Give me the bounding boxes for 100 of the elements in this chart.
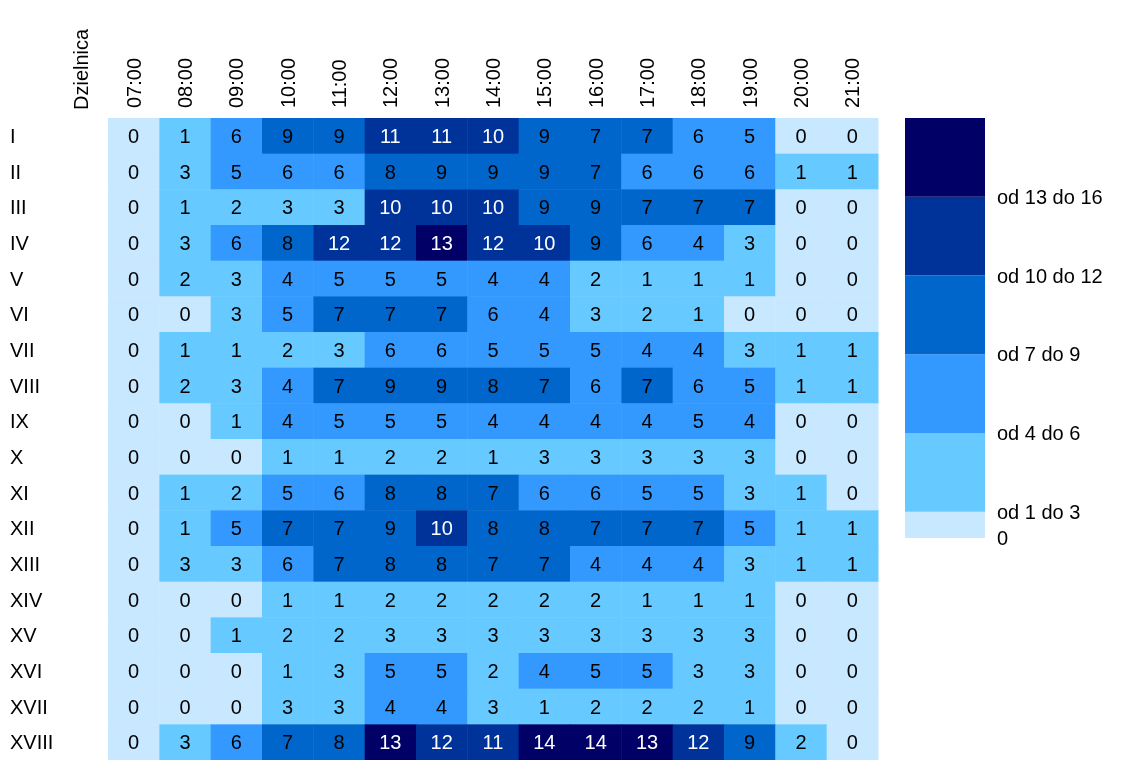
data-label: 2 [487,659,499,682]
data-label: 1 [795,481,807,504]
data-label: 0 [128,624,140,647]
data-label: 4 [744,410,756,433]
data-label: 0 [179,695,191,718]
data-label: 9 [744,731,756,754]
x-tick-label: 09:00 [225,57,248,108]
data-label: 6 [692,160,704,183]
data-label: 1 [795,552,807,575]
data-label: 4 [692,338,704,361]
data-label: 3 [282,196,294,219]
data-label: 0 [179,659,191,682]
data-label: 2 [384,588,396,611]
data-label: 1 [282,588,294,611]
data-label: 0 [846,196,858,219]
data-label: 0 [230,445,242,468]
data-label: 3 [744,445,756,468]
data-label: 0 [795,588,807,611]
data-label: 0 [128,445,140,468]
data-label: 2 [282,338,294,361]
data-label: 10 [481,196,505,219]
data-label: 1 [179,124,191,147]
data-label: 3 [590,303,602,326]
data-label: 8 [333,731,345,754]
data-label: 1 [179,517,191,540]
data-label: 0 [128,552,140,575]
data-label: 7 [282,731,294,754]
data-label: 5 [641,659,653,682]
y-tick-label: XVI [10,659,43,682]
data-label: 7 [692,196,704,219]
data-label: 4 [538,659,550,682]
data-label: 4 [590,410,602,433]
data-label: 10 [533,231,556,254]
data-label: 0 [846,695,858,718]
data-label: 5 [744,124,756,147]
data-label: 3 [179,160,191,183]
x-tick-label: 16:00 [584,57,607,108]
data-label: 9 [590,231,602,254]
data-label: 1 [692,267,704,290]
data-label: 0 [744,303,756,326]
data-label: 5 [692,481,704,504]
data-label: 1 [744,588,756,611]
data-label: 4 [436,695,448,718]
y-tick-label: III [10,196,27,219]
data-label: 0 [230,659,242,682]
data-label: 5 [692,410,704,433]
data-label: 6 [282,160,294,183]
data-label: 0 [795,196,807,219]
y-tick-label: VIII [10,374,41,397]
data-label: 6 [641,231,653,254]
data-label: 10 [379,196,402,219]
data-label: 9 [384,517,396,540]
y-axis-title: Dzielnica [70,27,92,110]
data-label: 14 [533,731,556,754]
data-label: 6 [692,124,704,147]
x-tick-label: 08:00 [174,57,196,108]
data-label: 3 [692,624,704,647]
x-tick-label: 12:00 [379,57,402,108]
data-label: 4 [384,695,396,718]
data-label: 2 [282,624,294,647]
data-label: 0 [128,160,140,183]
data-label: 4 [538,303,550,326]
data-label: 6 [590,374,602,397]
data-label: 5 [590,338,602,361]
x-tick-label: 21:00 [841,57,864,108]
data-label: 9 [436,374,448,397]
data-label: 7 [487,552,499,575]
data-label: 5 [538,338,550,361]
data-label: 0 [128,374,140,397]
data-label: 6 [641,160,653,183]
data-label: 12 [430,731,453,754]
data-label: 3 [333,338,345,361]
data-label: 3 [487,695,499,718]
data-label: 11 [379,124,401,147]
data-label: 7 [590,517,602,540]
data-label: 5 [436,410,448,433]
data-label: 7 [538,552,550,575]
data-label: 3 [333,659,345,682]
x-tick-label: 07:00 [122,57,145,108]
data-label: 7 [590,124,602,147]
data-label: 9 [487,160,499,183]
data-label: 0 [795,659,807,682]
data-label: 6 [230,231,242,254]
data-label: 9 [538,160,550,183]
data-label: 9 [333,124,345,147]
data-label: 1 [795,374,807,397]
data-label: 3 [744,659,756,682]
data-label: 7 [487,481,499,504]
data-label: 8 [538,517,550,540]
x-tick-label: 19:00 [738,57,761,108]
data-label: 6 [436,338,448,361]
data-label: 7 [282,517,294,540]
color-bar-label: od 13 do 16 [997,185,1103,208]
data-label: 4 [538,267,550,290]
data-label: 5 [230,517,242,540]
data-label: 7 [384,303,396,326]
data-label: 1 [538,695,550,718]
data-label: 1 [333,588,345,611]
data-label: 5 [230,160,242,183]
y-tick-label: VII [10,338,35,361]
